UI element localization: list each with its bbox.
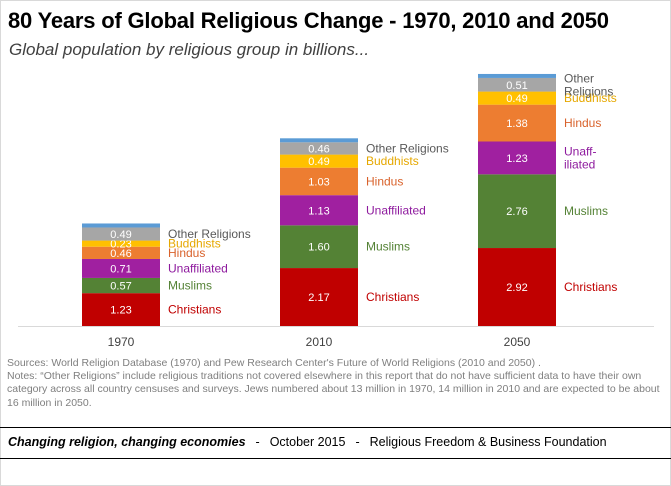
chart-subtitle: Global population by religious group in … bbox=[9, 40, 370, 59]
notes-other: Notes: “Other Religions” include religio… bbox=[7, 370, 660, 409]
bar-segment-other-religions bbox=[82, 227, 160, 241]
stacked-bar-chart: 1.23 Christians 0.57 Muslims 0.71 Unaffiliate… bbox=[18, 71, 654, 349]
series-label-buddhists: Buddhists bbox=[564, 91, 617, 105]
bar-segment-muslims bbox=[82, 277, 160, 294]
series-label-christians: Christians bbox=[366, 290, 419, 304]
footer: Changing religion, changing economies - Oc… bbox=[8, 435, 607, 449]
footer-date: October 2015 bbox=[269, 435, 346, 449]
series-label-hindus: Hindus bbox=[564, 116, 601, 130]
series-label-muslims: Muslims bbox=[564, 204, 608, 218]
bar-segment-christians bbox=[82, 293, 160, 326]
series-label-muslims: Muslims bbox=[366, 240, 410, 254]
series-label-christians: Christians bbox=[168, 303, 221, 317]
series-label-buddhists: Buddhists bbox=[168, 237, 221, 251]
series-label-other-religions: Other Religions bbox=[168, 227, 251, 241]
data-label: 0.49 bbox=[110, 229, 131, 241]
footer-publication: Changing religion, changing economies bbox=[8, 435, 246, 449]
bar-segment-muslims bbox=[478, 174, 556, 249]
data-label: 1.13 bbox=[308, 205, 329, 217]
data-label: 0.49 bbox=[308, 156, 329, 168]
x-tick-label: 1970 bbox=[108, 335, 135, 349]
data-label: 0.49 bbox=[506, 93, 527, 105]
series-label-buddhists: Buddhists bbox=[366, 154, 419, 168]
data-label: 0.46 bbox=[110, 248, 131, 260]
bar-segment-hindus bbox=[82, 246, 160, 259]
bar-segment-jews bbox=[82, 223, 160, 228]
series-label-unaffiliated: Unaff-iliated bbox=[564, 144, 596, 171]
series-label-christians: Christians bbox=[564, 280, 617, 294]
data-label: 0.23 bbox=[110, 239, 131, 251]
data-label: 0.71 bbox=[110, 263, 131, 275]
data-label: 1.38 bbox=[506, 118, 527, 130]
bar-segment-hindus bbox=[478, 104, 556, 142]
chart-title: 80 Years of Global Religious Change - 19… bbox=[8, 8, 609, 33]
data-label: 0.46 bbox=[308, 143, 329, 155]
series-label-muslims: Muslims bbox=[168, 279, 212, 293]
data-label: 2.76 bbox=[506, 206, 527, 218]
bar-segment-other-religions bbox=[280, 142, 358, 155]
bar-segment-buddhists bbox=[82, 240, 160, 247]
footer-divider-top bbox=[0, 427, 671, 428]
bar-segment-other-religions bbox=[478, 77, 556, 92]
data-label: 2.17 bbox=[308, 292, 329, 304]
bar-segment-christians bbox=[280, 268, 358, 326]
series-label-hindus: Hindus bbox=[366, 174, 403, 188]
bar-segment-jews bbox=[280, 138, 358, 143]
series-label-other-religions: Other Religions bbox=[564, 71, 613, 98]
notes-sources: Sources: World Religion Database (1970) … bbox=[7, 357, 541, 369]
series-label-hindus: Hindus bbox=[168, 246, 205, 260]
data-label: 0.57 bbox=[110, 281, 131, 293]
data-label: 0.51 bbox=[506, 80, 527, 92]
data-label: 1.23 bbox=[110, 305, 131, 317]
bar-segment-muslims bbox=[280, 225, 358, 269]
bar-segment-unaffiliated bbox=[280, 195, 358, 226]
data-label: 2.92 bbox=[506, 282, 527, 294]
bar-segment-jews bbox=[478, 73, 556, 78]
data-label: 1.60 bbox=[308, 242, 329, 254]
series-label-unaffiliated: Unaffiliated bbox=[366, 203, 426, 217]
series-label-other-religions: Other Religions bbox=[366, 141, 449, 155]
bar-segment-unaffiliated bbox=[478, 141, 556, 175]
data-label: 1.23 bbox=[506, 153, 527, 165]
bar-segment-christians bbox=[478, 248, 556, 326]
data-label: 1.03 bbox=[308, 176, 329, 188]
bar-segment-unaffiliated bbox=[82, 258, 160, 278]
footer-divider-bottom bbox=[0, 458, 671, 459]
x-tick-label: 2050 bbox=[504, 335, 531, 349]
footer-org: Religious Freedom & Business Foundation bbox=[369, 435, 607, 449]
footer-separator: - bbox=[355, 435, 360, 449]
chart-notes: Sources: World Religion Database (1970) … bbox=[7, 357, 662, 410]
bar-segment-buddhists bbox=[280, 154, 358, 168]
series-label-unaffiliated: Unaffiliated bbox=[168, 261, 228, 275]
bar-segment-hindus bbox=[280, 167, 358, 196]
bar-segment-buddhists bbox=[478, 91, 556, 105]
x-tick-label: 2010 bbox=[306, 335, 333, 349]
footer-separator: - bbox=[255, 435, 260, 449]
